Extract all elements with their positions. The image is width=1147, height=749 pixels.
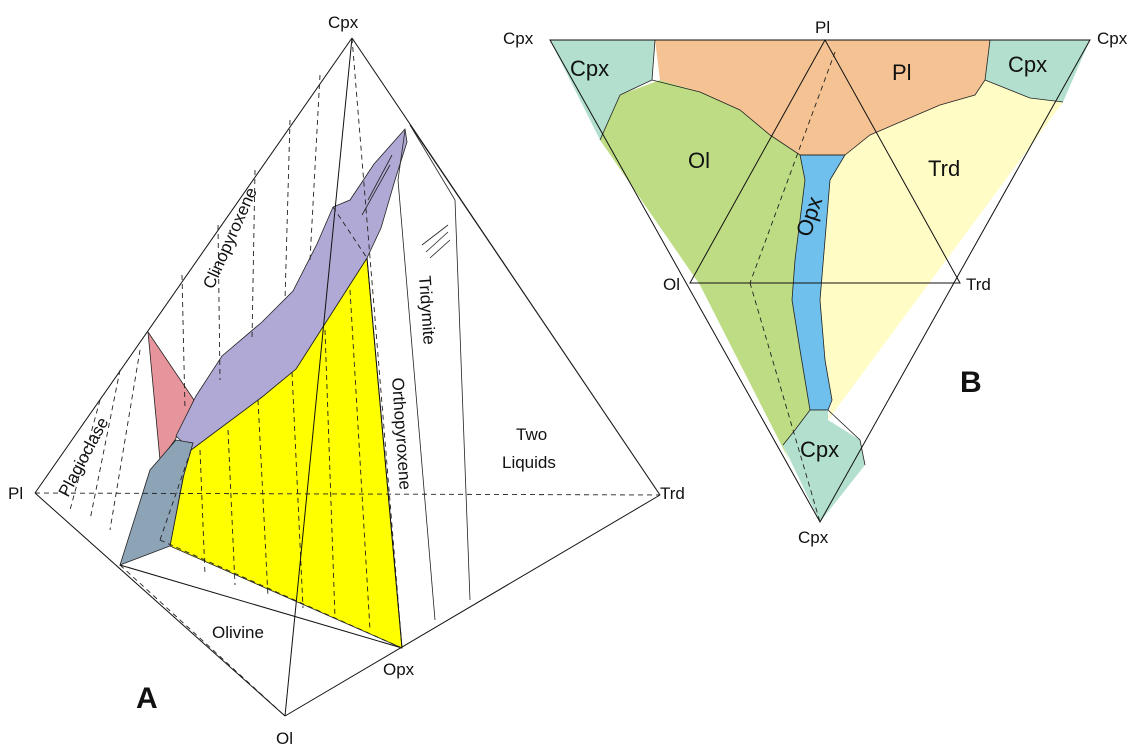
panel-label-b: B: [960, 366, 982, 399]
b-vertex-label-ol-left: Ol: [663, 275, 680, 294]
field-label-plagioclase: Plagioclase: [55, 414, 113, 500]
projection-dashed-line-lower: [749, 282, 821, 523]
field-pl: [655, 40, 990, 155]
plagioclase-surface: [147, 331, 195, 462]
field-cpx-bottom: [783, 410, 865, 522]
panel-label-a: A: [136, 682, 158, 715]
b-field-label-trd: Trd: [928, 156, 960, 181]
panel-a-tetrahedron: Cpx Pl Trd Ol Opx Clinopyroxene Plagiocl…: [8, 13, 685, 748]
outer-projection-triangle: [549, 39, 1091, 524]
vertex-label-cpx: Cpx: [328, 13, 359, 32]
inner-projection-triangle: [689, 38, 961, 284]
b-vertex-label-trd-right: Trd: [966, 275, 991, 294]
vertex-label-trd: Trd: [660, 484, 685, 503]
b-field-label-ol: Ol: [688, 148, 710, 173]
vertex-label-pl: Pl: [8, 484, 23, 503]
field-boundaries: [599, 39, 1064, 466]
field-label-olivine: Olivine: [212, 623, 264, 642]
panel-b-projection: Cpx Pl Cpx Ol Trd Cpx Cpx Pl Cpx Ol Opx …: [503, 18, 1128, 547]
b-field-label-cpx-bottom: Cpx: [800, 437, 839, 462]
b-vertex-label-cpx-top-right: Cpx: [1097, 29, 1128, 48]
field-ol: [600, 80, 810, 460]
b-field-label-pl: Pl: [892, 60, 912, 85]
field-label-orthopyroxene: Orthopyroxene: [388, 377, 415, 491]
field-label-tridymite: Tridymite: [415, 275, 439, 345]
vertex-label-opx: Opx: [383, 660, 415, 679]
field-label-two-liquids-line2: Liquids: [502, 453, 556, 472]
tetrahedron-guide-lines: [69, 37, 661, 717]
vertex-label-ol: Ol: [276, 729, 293, 748]
b-vertex-label-cpx-bottom: Cpx: [798, 528, 829, 547]
field-cpx-top-left: [550, 40, 655, 140]
b-field-label-cpx-left: Cpx: [570, 56, 609, 81]
b-vertex-label-cpx-top-left: Cpx: [503, 29, 534, 48]
field-label-clinopyroxene: Clinopyroxene: [199, 185, 261, 292]
b-field-label-cpx-right: Cpx: [1008, 52, 1047, 77]
field-label-two-liquids-line1: Two: [516, 425, 547, 444]
steel-blue-surface: [119, 439, 194, 566]
b-vertex-label-pl-top: Pl: [815, 18, 830, 37]
